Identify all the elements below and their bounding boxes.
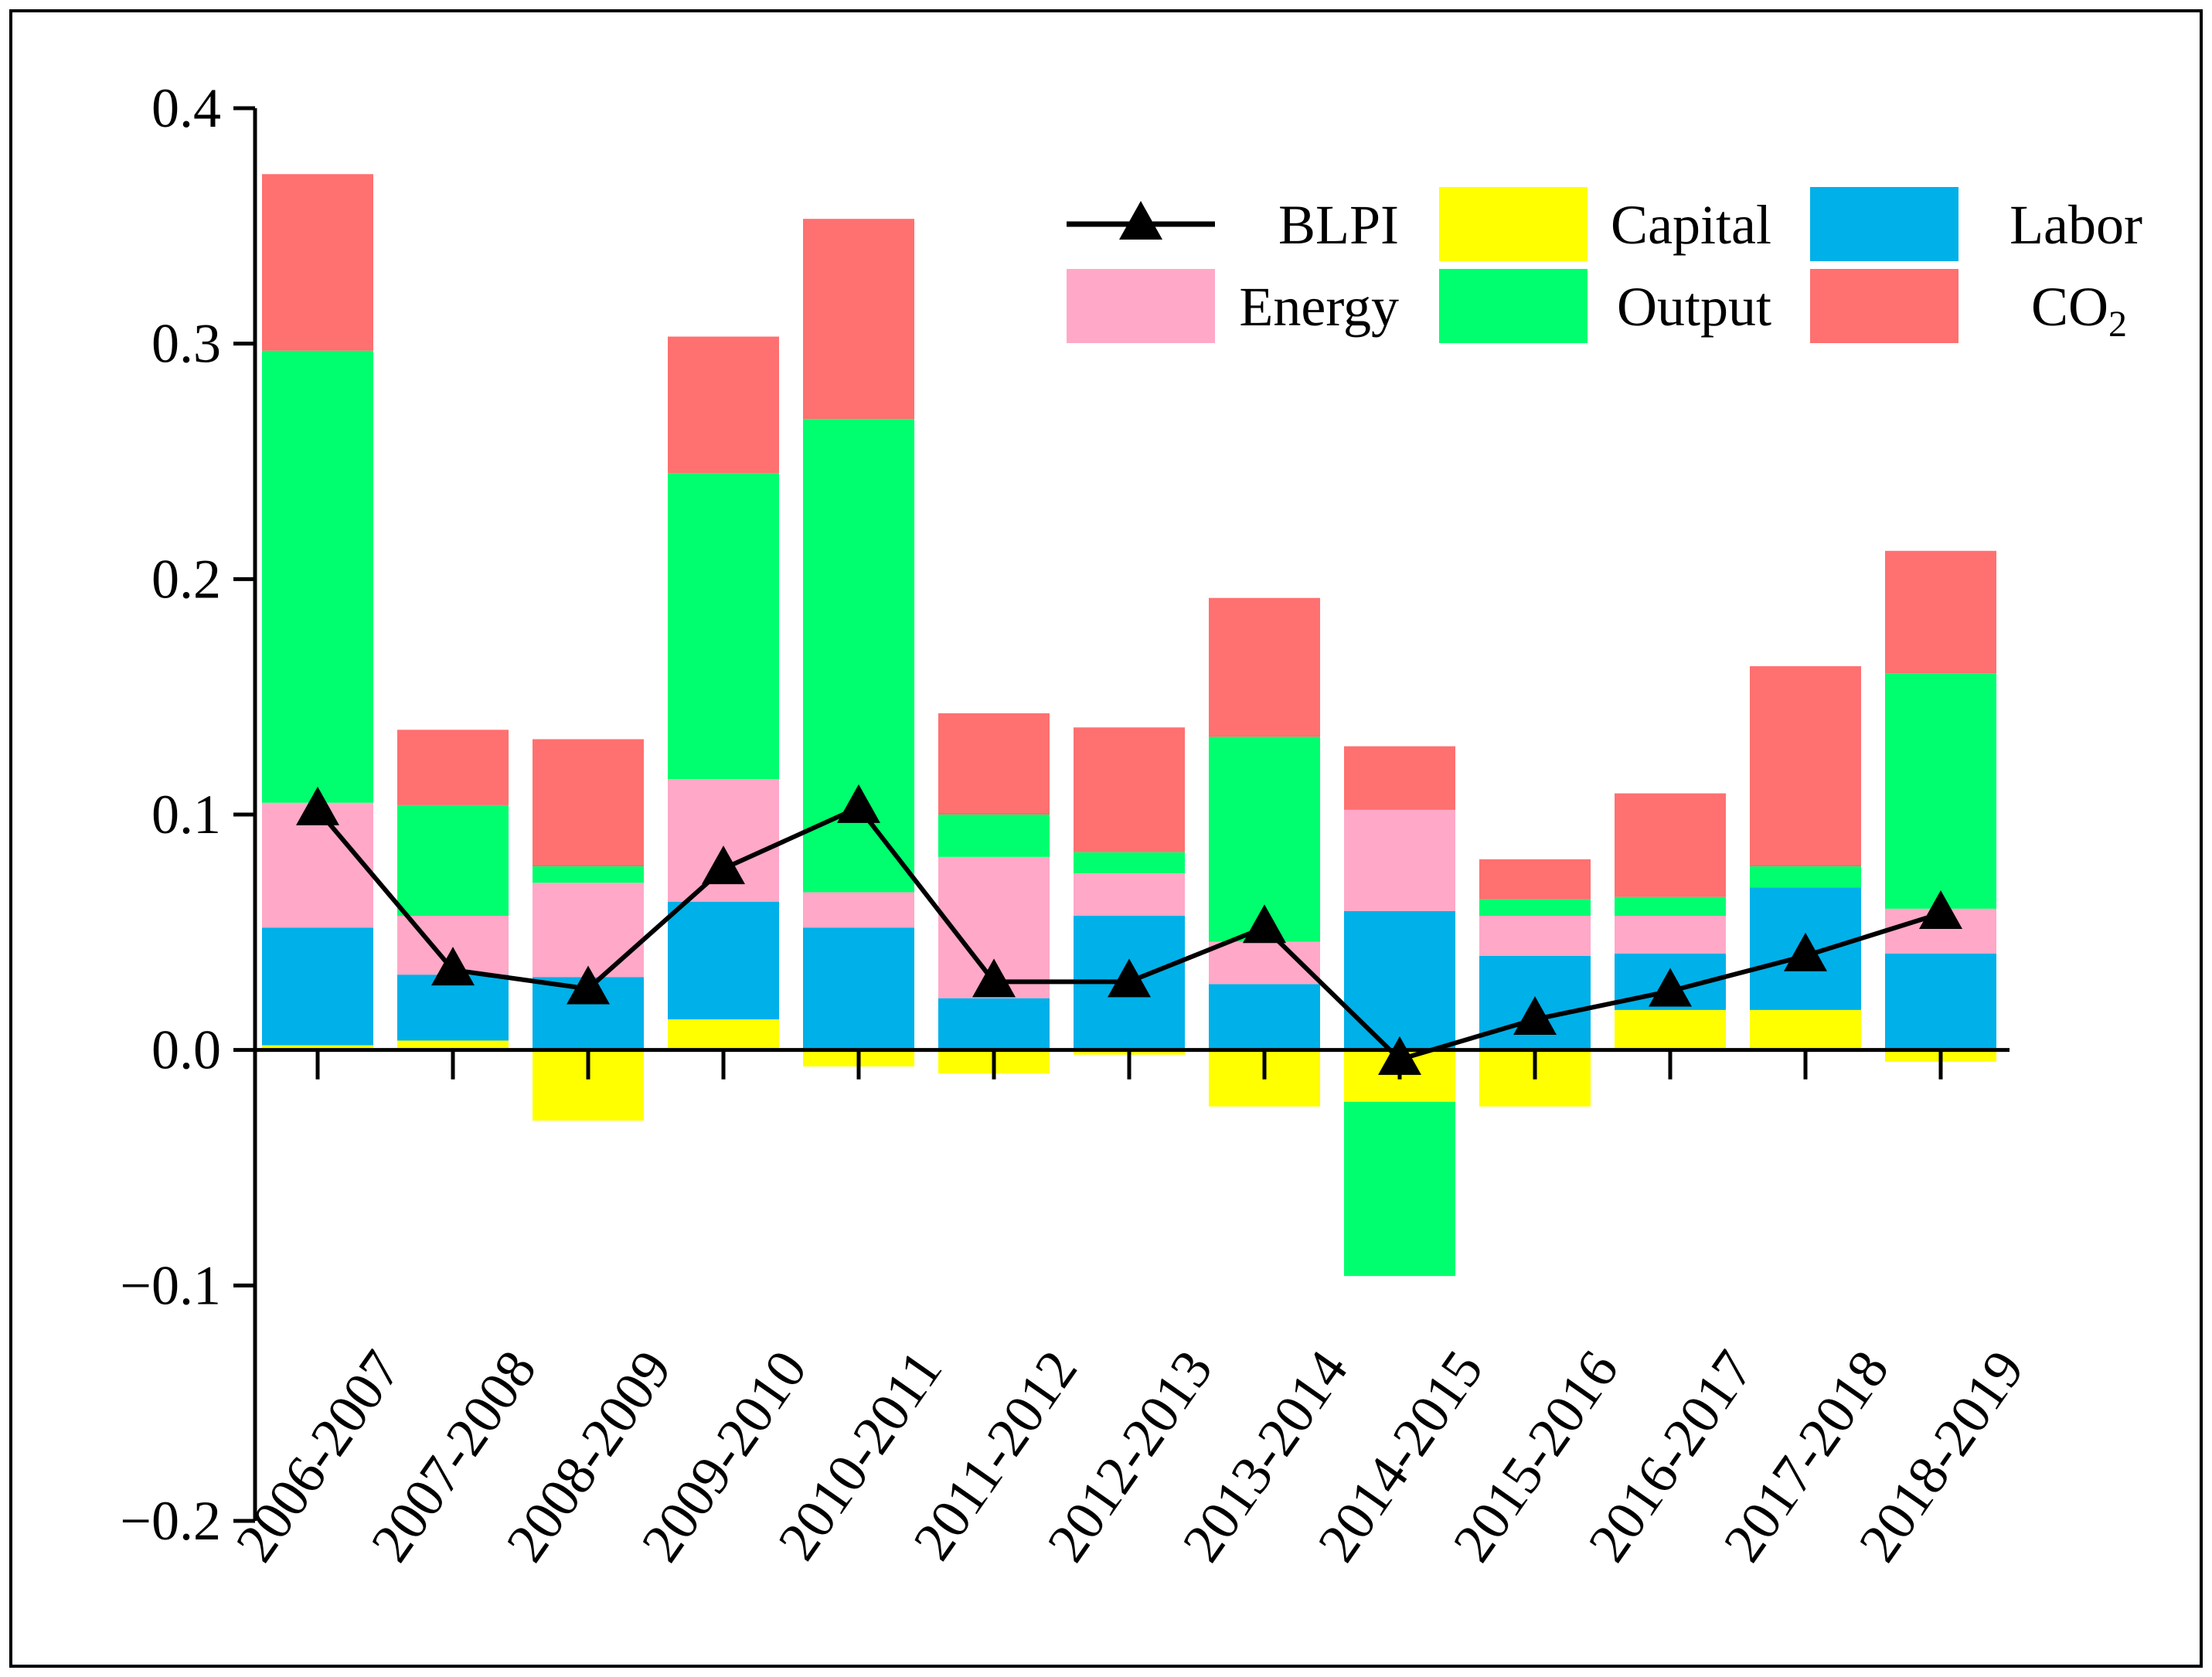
blpi-marker [296, 786, 339, 825]
y-tick-label: 0.0 [151, 1019, 221, 1081]
bar-segment [262, 927, 373, 1046]
legend-color-swatch [1810, 187, 1958, 261]
legend-label: BLPI [1278, 194, 1399, 256]
bar-segment [1615, 793, 1726, 897]
legend-label: Capital [1611, 194, 1771, 256]
bar-segment [1615, 1009, 1726, 1050]
bar-segment [1479, 899, 1591, 917]
bar-segment [1074, 873, 1185, 917]
bar-segment [397, 1040, 509, 1050]
legend-entry: CO2 [1810, 269, 2127, 345]
legend-color-swatch [1439, 269, 1588, 343]
legend-entry: Capital [1439, 187, 1771, 261]
bar-segment [1615, 896, 1726, 917]
bar-segment [397, 804, 509, 917]
blpi-marker [1108, 958, 1151, 998]
blpi-marker [702, 845, 745, 885]
blpi-marker [837, 784, 880, 823]
legend-label: Energy [1239, 276, 1399, 338]
legend: BLPI Capital Labor Energy Output CO2 [1067, 187, 2142, 345]
bar-segment [533, 739, 644, 867]
legend-label: Labor [2010, 194, 2142, 256]
bar-segment [1750, 866, 1861, 888]
bar-segment [668, 1019, 779, 1050]
bar-segment [938, 998, 1050, 1050]
legend-color-swatch [1810, 269, 1958, 343]
bar-segment [1750, 666, 1861, 867]
bar-segment [262, 1045, 373, 1050]
blpi-marker [1649, 968, 1692, 1007]
y-tick-label: 0.1 [151, 784, 221, 845]
bar-segment [1344, 809, 1455, 911]
blpi-marker [1784, 932, 1827, 971]
legend-entry: Energy [1067, 269, 1399, 343]
bar-segment [1209, 984, 1320, 1050]
bar-segment [1479, 859, 1591, 900]
bar-segment [533, 883, 644, 978]
legend-entry: Labor [1810, 187, 2142, 261]
bar-segment [1344, 910, 1455, 1050]
bar-segment [397, 730, 509, 805]
bar-segment [1344, 1101, 1455, 1277]
bar-segment [262, 350, 373, 803]
y-tick-label: 0.2 [151, 548, 221, 610]
bar-segment [262, 174, 373, 351]
blpi-marker [1243, 904, 1286, 944]
legend-triangle-marker [1119, 201, 1162, 240]
legend-entry: BLPI [1067, 194, 1399, 256]
bar-segment [803, 892, 914, 928]
bar-segment [1615, 916, 1726, 954]
bar-segment [1750, 1009, 1861, 1050]
blpi-marker [431, 947, 475, 986]
blpi-line-layer [296, 784, 1962, 1075]
bar-segment [668, 336, 779, 474]
blpi-marker [972, 958, 1016, 998]
bar-segment [938, 713, 1050, 815]
y-tick-label: 0.3 [151, 313, 221, 375]
blpi-marker [1513, 996, 1557, 1036]
y-tick-label: −0.2 [120, 1490, 221, 1552]
bar-segment [1209, 597, 1320, 737]
bar-segment [397, 975, 509, 1041]
bar-segment [668, 901, 779, 1020]
bar-segment [1344, 746, 1455, 810]
legend-color-swatch [1439, 187, 1588, 261]
bar-segment [1885, 673, 1996, 909]
blpi-marker [1378, 1036, 1421, 1075]
y-tick-label: 0.4 [151, 77, 221, 139]
bar-segment [1074, 727, 1185, 852]
blpi-marker [567, 965, 610, 1005]
y-tick-label: −0.1 [120, 1254, 221, 1316]
legend-color-swatch [1067, 269, 1215, 343]
legend-label: Output [1617, 276, 1771, 338]
bar-segment [533, 866, 644, 883]
bar-segment [1885, 953, 1996, 1050]
bar-segment [668, 473, 779, 780]
bar-segment [803, 219, 914, 420]
bar-segment [1885, 550, 1996, 674]
bar-segment [938, 815, 1050, 857]
bar-segment [1074, 852, 1185, 874]
bar-segment [803, 927, 914, 1050]
blpi-marker [1919, 890, 1962, 929]
legend-entry: Output [1439, 269, 1771, 343]
bar-segment [1479, 916, 1591, 956]
